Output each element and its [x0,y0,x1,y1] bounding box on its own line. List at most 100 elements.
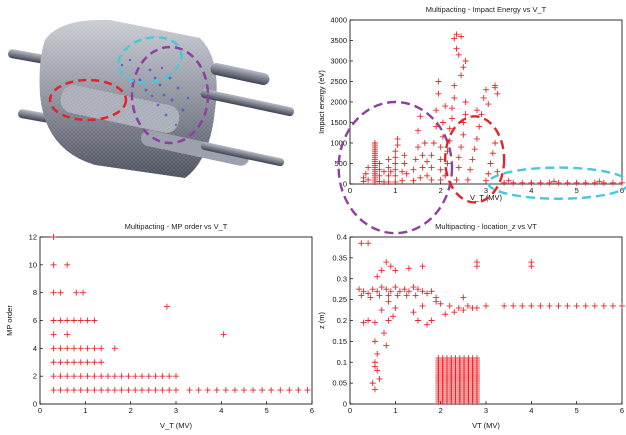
y-tick-label: 6 [33,316,37,325]
data-point [519,179,526,186]
x-axis-label: VT (MV) [472,421,500,430]
data-point [277,387,284,394]
chart-title: Multipacting - MP order vs V_T [125,222,228,231]
y-tick-label: 0.4 [337,233,347,242]
data-point [462,111,469,118]
data-point [435,78,442,85]
data-point [152,373,159,380]
data-point [453,31,460,38]
data-point [222,387,229,394]
data-point [424,321,431,328]
data-point [84,387,91,394]
data-point [371,363,378,370]
y-axis-label: Impact energy (eV) [317,70,326,134]
data-point [464,302,471,309]
data-point [98,387,105,394]
data-point [419,302,426,309]
data-point [489,150,496,157]
data-point [374,288,381,295]
data-point [378,284,385,291]
data-point [166,373,173,380]
data-point [412,156,419,163]
data-point [173,387,179,394]
data-point [385,292,392,299]
data-point [600,179,607,186]
data-point [392,304,399,311]
y-tick-label: 500 [334,159,347,168]
data-point [455,304,462,311]
data-point [394,292,401,299]
data-point [77,359,84,366]
data-point [473,135,480,142]
x-tick-label: 2 [439,186,443,195]
data-point [467,166,474,173]
data-point [204,387,211,394]
data-point [485,101,492,108]
data-point [71,359,77,366]
data-point [268,387,275,394]
data-point [469,156,476,163]
data-point [365,164,372,171]
x-tick-label: 2 [129,406,133,415]
data-point [458,144,465,151]
data-point [71,373,77,380]
y-tick-label: 1000 [330,139,347,148]
y-tick-label: 0.25 [332,295,347,304]
y-tick-label: 0.15 [332,337,347,346]
data-point [77,373,84,380]
data-point [220,331,227,338]
data-point [464,176,471,183]
data-point [64,345,71,352]
data-point [505,177,512,184]
data-point [91,359,98,366]
data-point [241,387,247,394]
y-tick-label: 0.35 [332,253,347,262]
data-point [57,387,64,394]
y-tick-label: 3000 [330,57,347,66]
data-point [132,373,139,380]
data-point [473,107,480,114]
data-point [528,179,535,186]
data-point [392,172,399,179]
y-tick-label: 0 [33,400,37,409]
data-point [483,302,489,309]
data-point [365,176,372,183]
data-point [399,177,406,184]
data-point [428,317,435,324]
cavity-3d-model-image [8,19,295,179]
data-point [428,288,435,295]
data-point [446,125,453,132]
data-point [582,302,589,309]
data-point [483,177,489,184]
data-point [98,345,105,352]
scatter-points [360,31,625,186]
data-point [73,289,80,296]
data-point [546,302,553,309]
y-tick-label: 2000 [330,98,347,107]
data-point [118,373,125,380]
data-point [376,172,383,179]
data-point [528,302,535,309]
data-point [111,373,118,380]
data-point [50,359,57,366]
data-point [64,359,71,366]
data-point [64,317,71,324]
data-point [392,284,399,291]
data-point [410,284,417,291]
data-point [91,387,98,394]
data-point [358,240,365,247]
x-tick-label: 5 [265,406,269,415]
x-tick-label: 5 [575,186,579,195]
chart-title: Multipacting - location_z vs VT [435,222,537,231]
x-tick-label: 0 [348,186,352,195]
data-point [383,259,390,266]
data-point [591,179,598,186]
data-point [415,317,421,324]
data-point [399,168,406,175]
y-tick-label: 0.3 [337,274,347,283]
data-point [376,166,383,173]
data-point [365,317,372,324]
x-tick-label: 1 [393,186,397,195]
data-point [401,160,408,167]
data-point [57,373,64,380]
